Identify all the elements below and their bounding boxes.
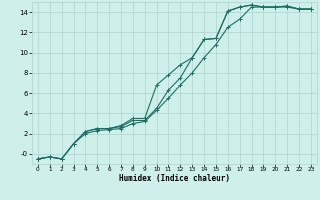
X-axis label: Humidex (Indice chaleur): Humidex (Indice chaleur) [119, 174, 230, 183]
